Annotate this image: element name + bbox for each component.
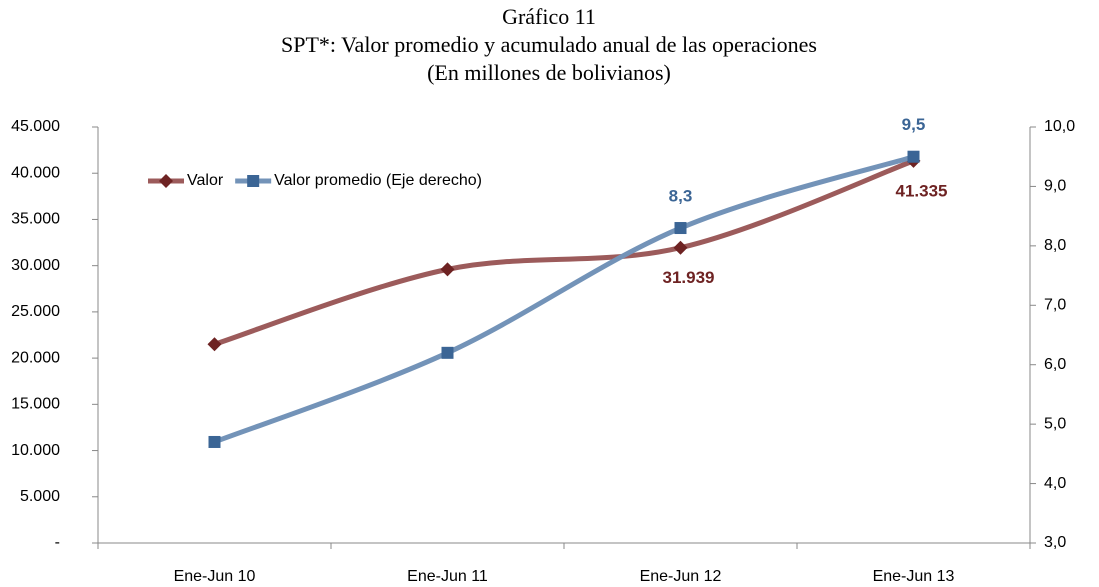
- chart-title: SPT*: Valor promedio y acumulado anual d…: [281, 32, 817, 57]
- y2-tick-label: 7,0: [1044, 297, 1066, 314]
- y2-tick-label: 5,0: [1044, 415, 1066, 432]
- marker: [907, 150, 920, 163]
- series-line: [212, 154, 916, 445]
- y-tick-label: 10.000: [11, 442, 60, 459]
- y-tick-label: -: [55, 534, 60, 551]
- y-tick-label: 20.000: [11, 349, 60, 366]
- marker: [674, 222, 687, 235]
- y2-tick-label: 4,0: [1044, 475, 1066, 492]
- x-tick-label: Ene-Jun 11: [407, 568, 488, 585]
- x-tick-label: Ene-Jun 13: [873, 568, 955, 585]
- marker: [440, 262, 455, 277]
- y2-tick-label: 9,0: [1044, 178, 1066, 195]
- y2-tick-label: 10,0: [1044, 118, 1075, 135]
- y2-tick-label: 3,0: [1044, 534, 1066, 551]
- series-line: [212, 158, 916, 347]
- data-label: 9,5: [902, 115, 926, 134]
- y-tick-label: 25.000: [11, 303, 60, 320]
- marker: [673, 240, 688, 255]
- y-tick-label: 30.000: [11, 257, 60, 274]
- y-tick-label: 40.000: [11, 164, 60, 181]
- data-label: 8,3: [669, 187, 693, 206]
- y-tick-label: 5.000: [20, 488, 60, 505]
- marker: [208, 435, 221, 448]
- y2-tick-label: 6,0: [1044, 356, 1066, 373]
- legend-label: Valor: [187, 172, 224, 189]
- legend-label: Valor promedio (Eje derecho): [274, 172, 482, 189]
- data-label: 31.939: [663, 268, 715, 287]
- legend-marker: [159, 174, 173, 188]
- legend-marker: [247, 175, 260, 187]
- data-label: 41.335: [896, 181, 948, 200]
- x-tick-label: Ene-Jun 12: [640, 568, 722, 585]
- y-tick-label: 45.000: [11, 118, 60, 135]
- x-tick-label: Ene-Jun 10: [174, 568, 256, 585]
- y-tick-label: 35.000: [11, 211, 60, 228]
- marker: [207, 337, 222, 352]
- y2-tick-label: 8,0: [1044, 237, 1066, 254]
- chart-title: (En millones de bolivianos): [427, 60, 671, 85]
- marker: [441, 346, 454, 359]
- y-tick-label: 15.000: [11, 396, 60, 413]
- chart-title: Gráfico 11: [502, 4, 596, 29]
